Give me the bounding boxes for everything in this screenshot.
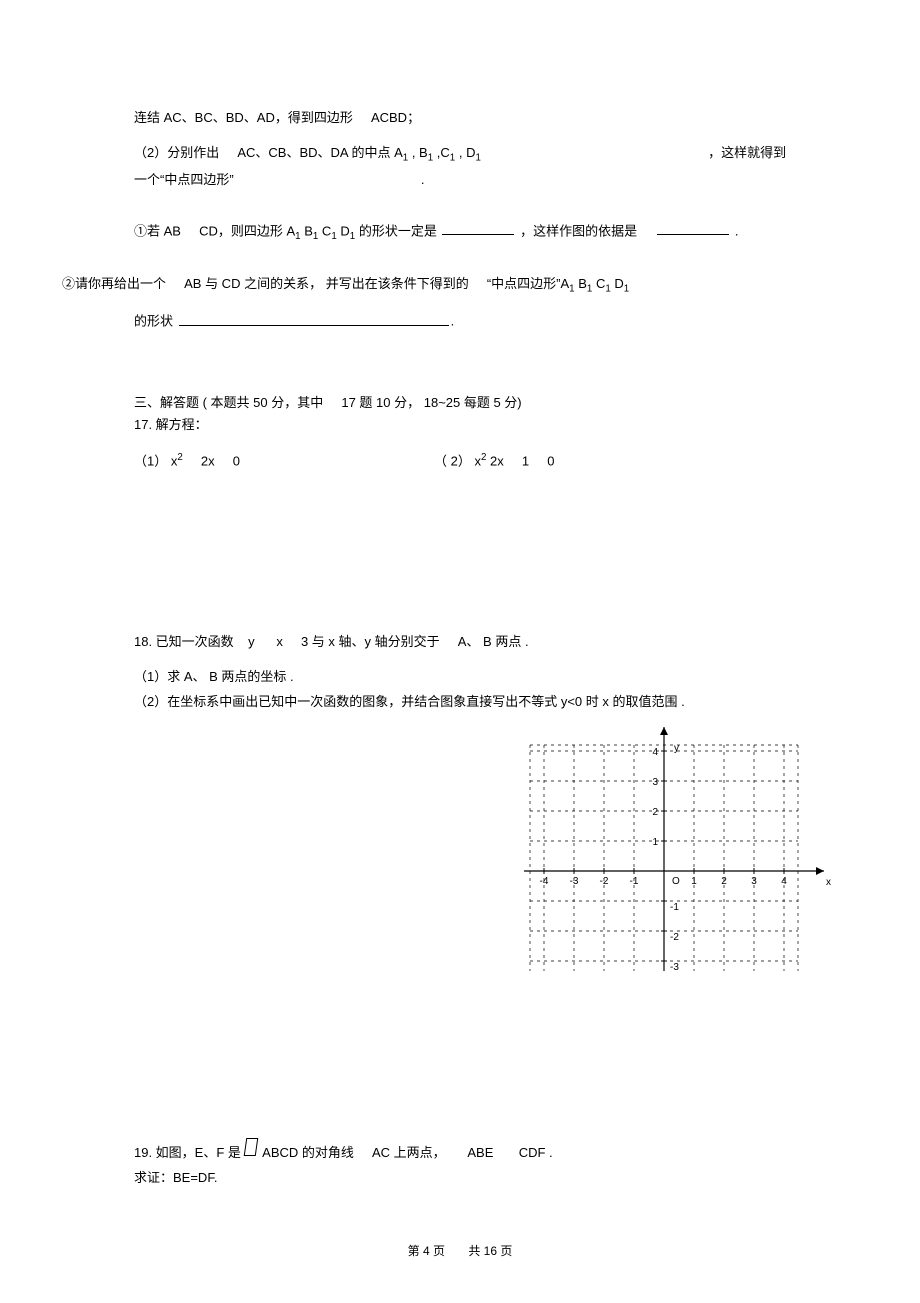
q2-a: ②请你再给出一个 xyxy=(62,276,166,291)
q1-end: . xyxy=(735,223,739,238)
coordinate-grid: -4-3-2-112341234-1-2-3-4Oyx xyxy=(494,721,834,971)
q18-l1c: x xyxy=(276,634,283,649)
shape-text: 的形状 xyxy=(134,314,173,329)
subq1: ①若 AB CD，则四边形 A1 B1 C1 D1 的形状一定是 ，这样作图的依… xyxy=(134,221,858,244)
q1-g: ，这样作图的依据是 xyxy=(520,223,637,238)
q18-line3: （2）在坐标系中画出已知中一次函数的图象，并结合图象直接写出不等式 y<0 时 … xyxy=(134,692,858,713)
equations-row: （1） x2 2x 0 （ 2） x2 2x 1 0 xyxy=(134,450,858,472)
svg-text:1: 1 xyxy=(691,876,697,887)
q18-l1b: y xyxy=(248,634,255,649)
q18-line2: （1）求 A、 B 两点的坐标 . xyxy=(134,667,858,688)
eq1-c: 0 xyxy=(233,453,240,468)
p1-l2d: ,C xyxy=(437,145,450,160)
svg-text:-1: -1 xyxy=(630,876,639,887)
q18-l1d: 3 与 x 轴、y 轴分别交于 xyxy=(301,634,440,649)
equation-2: （ 2） x2 2x 1 0 xyxy=(434,450,554,472)
svg-text:4: 4 xyxy=(652,747,658,758)
svg-text:1: 1 xyxy=(652,837,658,848)
step2-cont: 一个“中点四边形” . xyxy=(134,170,858,191)
svg-text:3: 3 xyxy=(652,777,658,788)
q18-block: 18. 已知一次函数 y x 3 与 x 轴、y 轴分别交于 A、 B 两点 .… xyxy=(134,632,858,712)
q2-b: AB 与 CD 之间的关系， xyxy=(184,276,322,291)
q19-l1c: AC 上两点， xyxy=(372,1145,446,1160)
p1-period: . xyxy=(421,172,425,187)
q1-d: C xyxy=(322,223,331,238)
q2-e: B xyxy=(578,276,587,291)
footer-b: 共 16 页 xyxy=(468,1244,512,1258)
blank-3 xyxy=(179,311,449,325)
eq2-d: 0 xyxy=(547,453,554,468)
step2-line: （2）分别作出 AC、CB、BD、DA 的中点 A1 , B1 ,C1 , D1… xyxy=(134,143,858,166)
svg-text:2: 2 xyxy=(721,876,727,887)
p1-l1a: 连结 AC、BC、BD、AD，得到四边形 xyxy=(134,110,353,125)
blank-1 xyxy=(442,221,514,235)
svg-text:-1: -1 xyxy=(670,902,679,913)
q18-l1f: B 两点 . xyxy=(483,634,529,649)
svg-text:y: y xyxy=(674,743,679,754)
svg-text:2: 2 xyxy=(652,807,658,818)
svg-text:O: O xyxy=(672,876,680,887)
sec3-a: 三、解答题 ( 本题共 50 分，其中 xyxy=(134,395,323,410)
q19-l1d: ABE xyxy=(467,1145,493,1160)
q1-b: CD，则四边形 A xyxy=(199,223,295,238)
shape-line: 的形状 . xyxy=(134,311,858,332)
p1-l2c: , B xyxy=(412,145,428,160)
q17-heading: 17. 解方程： xyxy=(134,415,858,436)
q19-l1b: ABCD 的对角线 xyxy=(262,1145,354,1160)
sec3-b: 17 题 10 分， xyxy=(341,395,420,410)
q1-f: 的形状一定是 xyxy=(359,223,437,238)
q19-block: 19. 如图，E、F 是 ABCD 的对角线 AC 上两点， ABE CDF .… xyxy=(134,1140,854,1193)
svg-text:-3: -3 xyxy=(570,876,579,887)
p1-l2b: AC、CB、BD、DA 的中点 A xyxy=(237,145,402,160)
sec3-c: 18~25 每题 5 分) xyxy=(424,395,522,410)
q18-line1: 18. 已知一次函数 y x 3 与 x 轴、y 轴分别交于 A、 B 两点 . xyxy=(134,632,858,653)
subq2: ②请你再给出一个 AB 与 CD 之间的关系， 并写出在该条件下得到的 “中点四… xyxy=(62,274,858,297)
svg-text:-4: -4 xyxy=(540,876,549,887)
svg-text:-3: -3 xyxy=(670,962,679,971)
q18-l1e: A、 xyxy=(458,634,480,649)
page-footer: 第 4 页 共 16 页 xyxy=(0,1242,920,1261)
blank-2 xyxy=(657,221,729,235)
q18-l1a: 18. 已知一次函数 xyxy=(134,634,234,649)
q19-l1a: 19. 如图，E、F 是 xyxy=(134,1145,241,1160)
q2-f: C xyxy=(596,276,605,291)
p1-l1b: ACBD； xyxy=(371,110,420,125)
grid-svg: -4-3-2-112341234-1-2-3-4Oyx xyxy=(494,721,834,971)
problem-text: 连结 AC、BC、BD、AD，得到四边形 ACBD； xyxy=(134,108,858,129)
equation-1: （1） x2 2x 0 xyxy=(134,450,434,472)
q1-c: B xyxy=(304,223,313,238)
section-3-title: 三、解答题 ( 本题共 50 分，其中 17 题 10 分， 18~25 每题 … xyxy=(134,393,858,414)
p1-l2e: , D xyxy=(459,145,476,160)
eq2-c: 1 xyxy=(522,453,529,468)
eq1-b: 2x xyxy=(201,453,215,468)
q19-l1e: CDF . xyxy=(519,1145,553,1160)
eq2-b: 2x xyxy=(490,453,504,468)
q1-e: D xyxy=(340,223,349,238)
svg-text:3: 3 xyxy=(751,876,757,887)
q2-d: “中点四边形”A xyxy=(487,276,569,291)
q19-line2: 求证：BE=DF. xyxy=(134,1168,854,1189)
svg-text:4: 4 xyxy=(781,876,787,887)
q2-c: 并写出在该条件下得到的 xyxy=(326,276,469,291)
q1-a: ①若 AB xyxy=(134,223,181,238)
svg-text:-2: -2 xyxy=(670,932,679,943)
p1-l2a: （2）分别作出 xyxy=(134,145,219,160)
parallelogram-icon xyxy=(243,1138,258,1156)
p1-l3: 一个“中点四边形” xyxy=(134,172,234,187)
q2-g: D xyxy=(614,276,623,291)
eq1-label: （1） xyxy=(134,453,167,468)
q19-line1: 19. 如图，E、F 是 ABCD 的对角线 AC 上两点， ABE CDF . xyxy=(134,1140,854,1164)
svg-text:-2: -2 xyxy=(600,876,609,887)
p1-l2tail: ，这样就得到 xyxy=(708,145,786,160)
footer-a: 第 4 页 xyxy=(408,1244,445,1258)
svg-text:x: x xyxy=(826,877,831,888)
eq2-label: （ 2） xyxy=(434,453,471,468)
